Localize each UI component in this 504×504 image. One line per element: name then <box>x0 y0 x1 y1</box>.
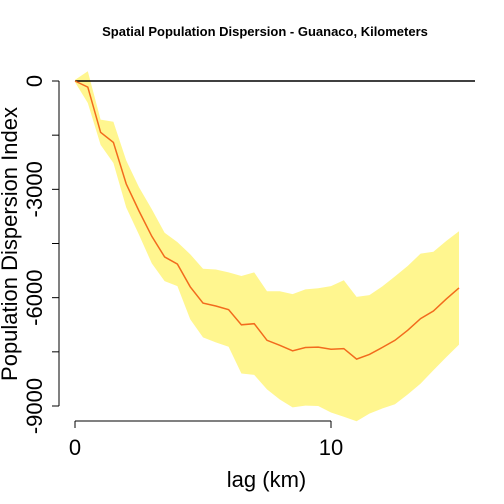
y-tick-label: -9000 <box>22 378 47 434</box>
x-tick-label: 0 <box>69 435 81 460</box>
series-line <box>74 80 460 360</box>
y-tick-label: -3000 <box>22 161 47 217</box>
y-tick-label: 0 <box>22 75 47 87</box>
y-axis-label: Population Dispersion Index <box>0 107 22 381</box>
y-tick-label: -6000 <box>22 270 47 326</box>
chart-title: Spatial Population Dispersion - Guanaco,… <box>102 24 428 39</box>
confidence-band <box>75 71 459 422</box>
y-axis: 0 -3000 -6000 -9000 <box>22 75 60 434</box>
x-axis-label: lag (km) <box>227 467 306 492</box>
x-axis: 0 10 <box>69 420 343 460</box>
plot-area <box>74 71 475 422</box>
x-tick-label: 10 <box>319 435 343 460</box>
